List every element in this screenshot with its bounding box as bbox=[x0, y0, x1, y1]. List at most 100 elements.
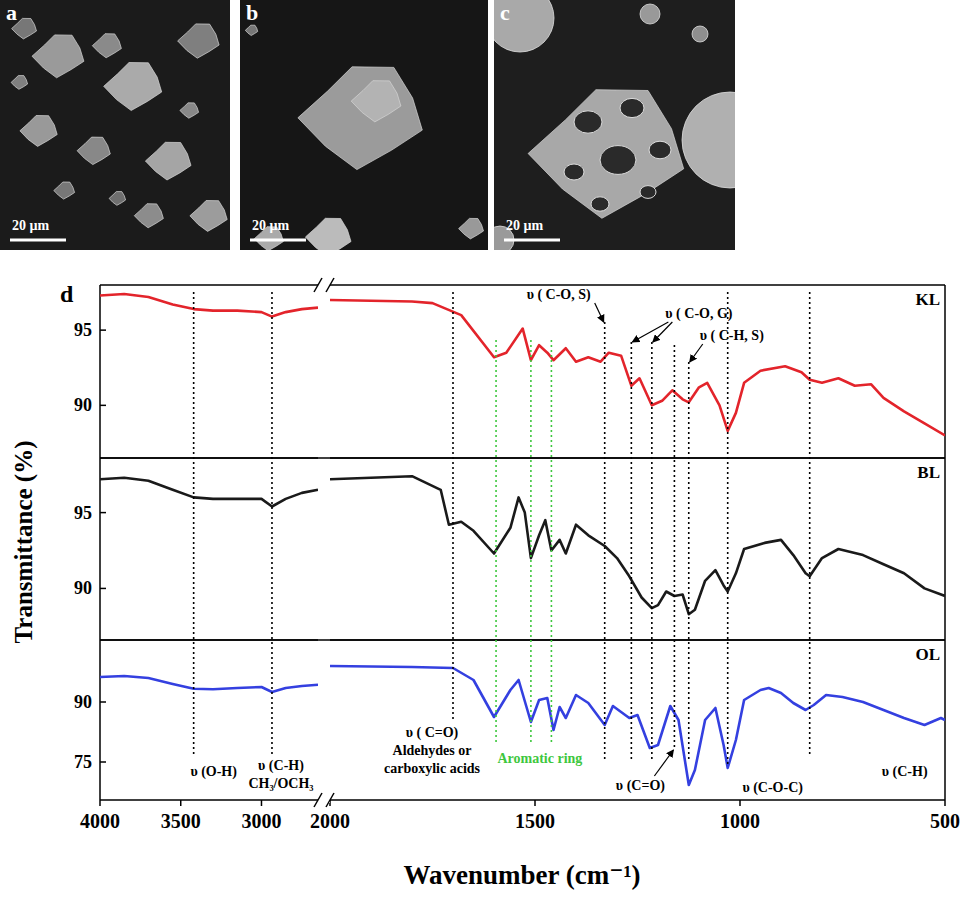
pore bbox=[564, 164, 584, 180]
y-tick-label: 90 bbox=[74, 395, 92, 415]
x-tick-label: 3000 bbox=[241, 810, 281, 832]
plot-area bbox=[100, 294, 945, 435]
frame-top bbox=[100, 457, 318, 459]
y-axis bbox=[99, 285, 101, 458]
scale-bar bbox=[504, 239, 560, 242]
pore bbox=[591, 197, 609, 211]
pore bbox=[649, 141, 671, 159]
pore bbox=[640, 186, 656, 199]
panel-letter: a bbox=[6, 0, 17, 25]
sphere bbox=[692, 26, 708, 42]
frame-top bbox=[330, 639, 945, 641]
spectrum-line bbox=[330, 666, 945, 785]
x-axis-label: Wavenumber (cm⁻¹) bbox=[403, 860, 640, 890]
x-axis bbox=[330, 799, 945, 801]
x-axis bbox=[100, 457, 318, 459]
scale-bar bbox=[10, 239, 66, 242]
reference-line bbox=[688, 362, 690, 760]
annotation: υ (C=O) bbox=[616, 778, 665, 794]
particle bbox=[528, 90, 684, 219]
particle bbox=[190, 201, 227, 232]
pore bbox=[620, 98, 644, 117]
panel-name: KL bbox=[915, 290, 940, 309]
image-background bbox=[0, 0, 230, 250]
x-tick bbox=[739, 800, 741, 806]
x-tick-label: 2000 bbox=[310, 810, 350, 832]
frame-top bbox=[330, 457, 945, 459]
particle bbox=[145, 142, 191, 180]
particle bbox=[109, 192, 126, 206]
y-tick bbox=[100, 329, 106, 331]
y-tick bbox=[100, 512, 106, 514]
y-axis bbox=[99, 458, 101, 640]
reference-line bbox=[495, 340, 497, 745]
reference-line bbox=[271, 292, 273, 755]
particle bbox=[20, 116, 57, 147]
panel-letter: b bbox=[246, 0, 258, 25]
x-tick bbox=[261, 800, 263, 806]
x-axis bbox=[100, 799, 318, 801]
annotation: υ ( C-O, S) bbox=[527, 287, 591, 303]
reference-line bbox=[604, 322, 606, 760]
frame-right bbox=[944, 458, 946, 640]
y-tick-label: 90 bbox=[74, 578, 92, 598]
scale-bar bbox=[250, 239, 306, 242]
annotation: υ ( C=O) bbox=[406, 725, 459, 741]
y-tick-label: 75 bbox=[74, 752, 92, 772]
frame-right bbox=[944, 285, 946, 458]
axis-break bbox=[326, 793, 334, 807]
image-background bbox=[240, 0, 488, 250]
sphere bbox=[682, 92, 735, 188]
particle bbox=[92, 34, 121, 58]
particle bbox=[180, 103, 199, 118]
particle bbox=[245, 25, 257, 35]
spectrum-line bbox=[100, 294, 318, 317]
panel-letter: d bbox=[60, 281, 74, 307]
particle bbox=[134, 204, 163, 228]
reference-line bbox=[651, 342, 653, 760]
scale-bar-label: 20 µm bbox=[252, 218, 290, 233]
frame-top bbox=[100, 639, 318, 641]
x-axis bbox=[330, 457, 945, 459]
annotation: carboxylic acids bbox=[384, 761, 481, 776]
reference-line bbox=[674, 345, 676, 750]
scale-bar-label: 20 µm bbox=[12, 218, 50, 233]
annotation: υ (C-H) bbox=[882, 764, 928, 780]
x-tick bbox=[180, 800, 182, 806]
reference-line bbox=[551, 340, 553, 745]
x-tick-label: 500 bbox=[930, 810, 960, 832]
y-tick bbox=[100, 761, 106, 763]
scale-bar-label: 20 µm bbox=[506, 218, 544, 233]
particle bbox=[459, 218, 484, 239]
panel-name: BL bbox=[917, 463, 940, 482]
particle bbox=[32, 35, 84, 78]
y-tick bbox=[100, 588, 106, 590]
particle bbox=[298, 67, 422, 170]
x-tick-label: 1000 bbox=[720, 810, 760, 832]
spectrum-line bbox=[330, 300, 945, 435]
reference-line bbox=[452, 292, 454, 722]
plot-area bbox=[100, 476, 945, 614]
plot-area bbox=[100, 666, 945, 785]
x-axis bbox=[100, 639, 318, 641]
sem-image bbox=[494, 0, 735, 250]
y-axis bbox=[99, 640, 101, 800]
panel-name: OL bbox=[915, 645, 940, 664]
frame-top bbox=[330, 284, 945, 286]
annotation-arrow bbox=[653, 322, 673, 342]
x-tick-label: 4000 bbox=[80, 810, 120, 832]
panel-letter: c bbox=[500, 0, 510, 25]
particle bbox=[178, 24, 220, 58]
y-tick-label: 95 bbox=[74, 503, 92, 523]
reference-line bbox=[631, 342, 633, 760]
sphere bbox=[494, 0, 554, 52]
particle bbox=[11, 76, 28, 90]
y-tick-label: 95 bbox=[74, 320, 92, 340]
y-tick bbox=[100, 405, 106, 407]
particle bbox=[54, 182, 75, 199]
annotation: υ ( C-O, G) bbox=[665, 306, 732, 322]
y-tick-label: 90 bbox=[74, 692, 92, 712]
annotation: υ (C-O-C) bbox=[742, 780, 803, 796]
sem-image bbox=[240, 0, 488, 250]
frame-top bbox=[100, 284, 318, 286]
